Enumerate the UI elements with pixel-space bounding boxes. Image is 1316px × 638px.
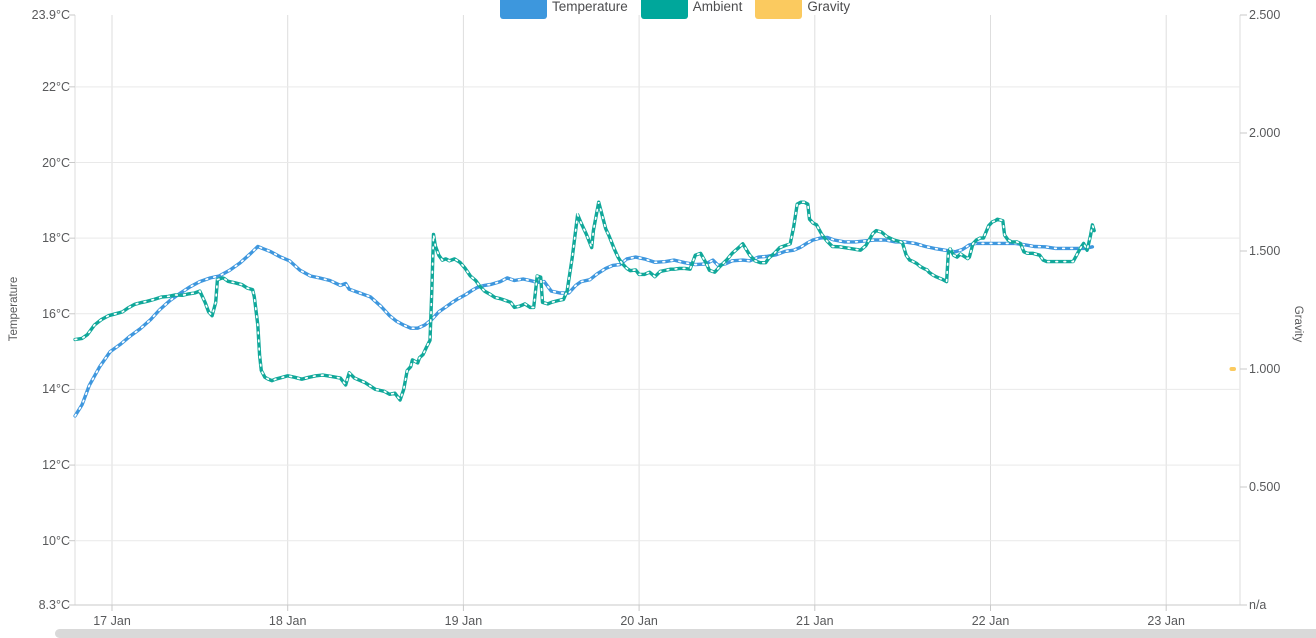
series-markers-temperature [74,236,1094,417]
legend-label-temperature: Temperature [552,0,628,14]
legend-swatch-temperature [500,0,547,19]
legend-swatch-ambient [640,0,688,19]
y-axis-label-right: n/a [1249,598,1267,612]
legend-label-ambient: Ambient [692,0,743,14]
legend-swatch-gravity [755,0,803,19]
horizontal-scrollbar[interactable] [55,629,1316,638]
x-axis-label: 22 Jan [971,614,1010,628]
x-axis-label: 17 Jan [93,614,131,628]
legend-item-temperature[interactable]: Temperature [500,0,628,20]
y-axis-label-left: 14°C [42,382,70,397]
y-axis-label-right: 2.500 [1249,8,1281,22]
y-axis-label-left: 22°C [42,79,70,94]
legend-item-gravity[interactable]: Gravity [755,0,850,20]
y-axis-label-left: 10°C [42,533,70,548]
x-axis-label: 18 Jan [268,614,307,628]
y-axis-label-right: 2.000 [1249,126,1281,140]
y-axis-label-left: 8.3°C [38,598,70,612]
y-axis-label-left: 18°C [42,231,70,246]
y-axis-label-left: 20°C [42,155,70,170]
y-axis-label-left: 23.9°C [31,8,70,22]
y-axis-title-gravity: Gravity [1292,305,1304,343]
gravity-axis-marker [1229,367,1236,371]
y-axis-label-right: 1.500 [1249,244,1281,258]
x-axis-label: 19 Jan [444,614,483,628]
x-axis-label: 23 Jan [1147,614,1185,628]
series-markers-ambient [74,201,1096,402]
y-axis-label-right: 1.000 [1249,362,1281,376]
y-axis-label-left: 16°C [42,306,70,321]
x-axis-label: 20 Jan [620,614,658,628]
chart-legend: Temperature Ambient Gravity [500,0,863,20]
x-axis-label: 21 Jan [796,614,834,628]
y-axis-label-left: 12°C [42,458,70,473]
y-axis-label-right: 0.500 [1249,480,1281,494]
legend-item-ambient[interactable]: Ambient [640,0,743,20]
series-line-ambient[interactable] [73,200,1096,402]
legend-label-gravity: Gravity [807,0,851,14]
